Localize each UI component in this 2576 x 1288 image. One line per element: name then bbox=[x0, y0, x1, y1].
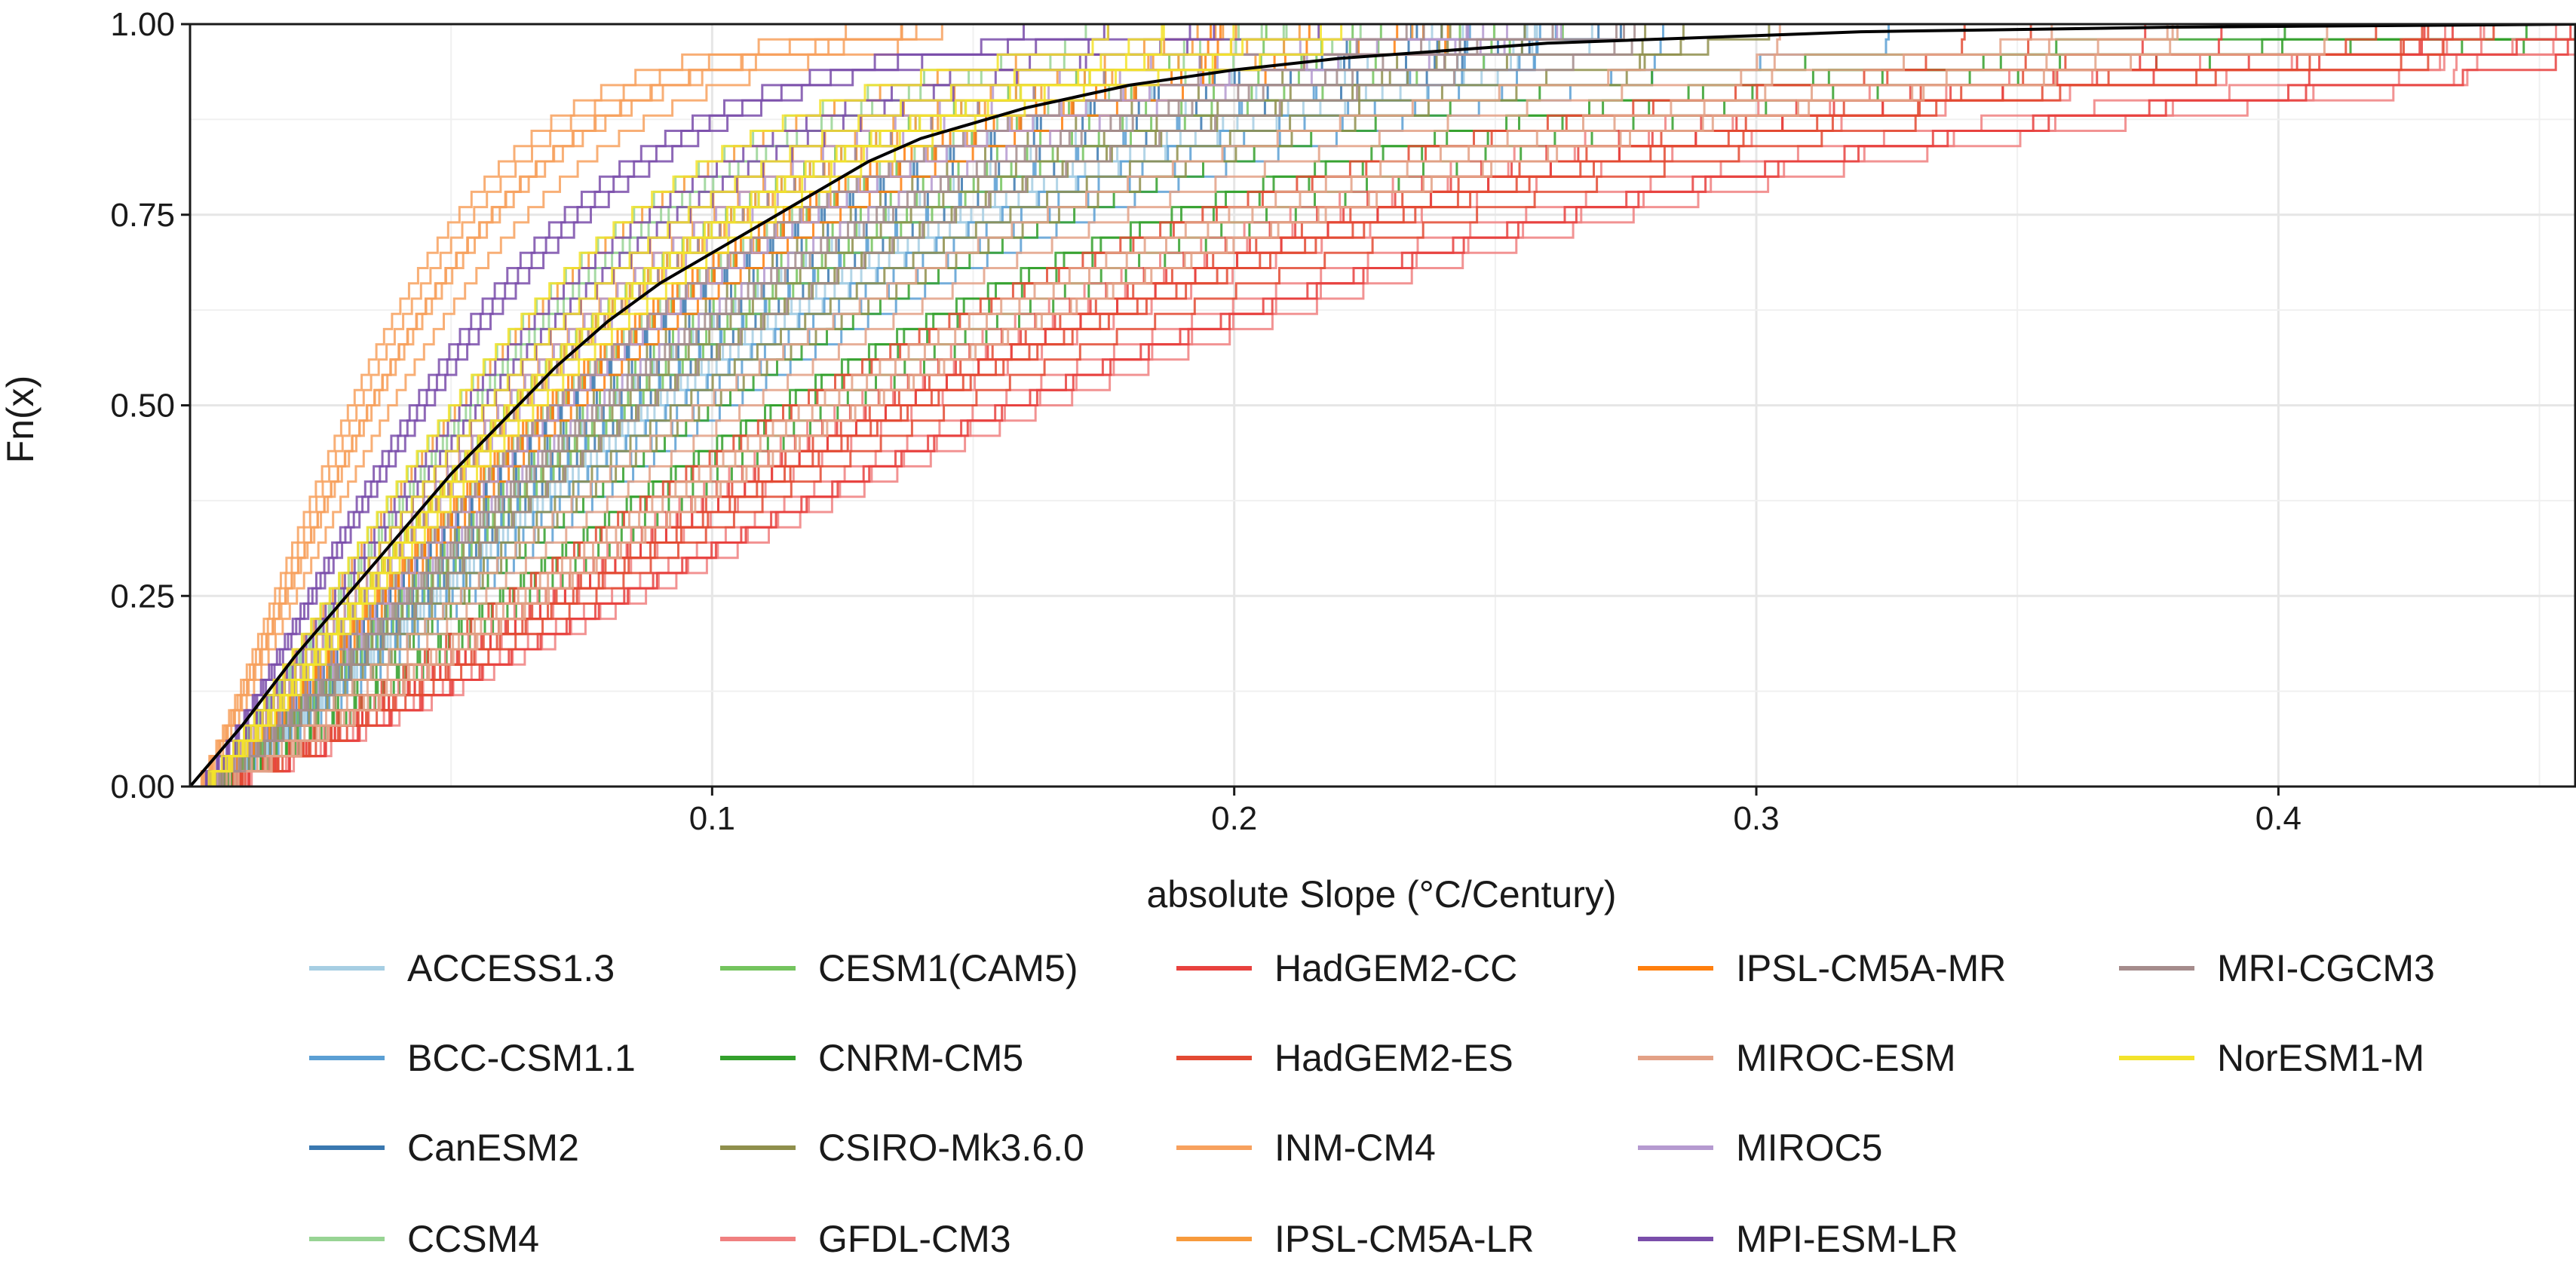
legend-item: CanESM2 bbox=[309, 1127, 579, 1169]
ecdf-curves bbox=[190, 24, 2576, 787]
x-tick-label: 0.3 bbox=[1733, 800, 1779, 837]
y-tick-label: 0.50 bbox=[110, 388, 175, 425]
series-noresm1-m bbox=[190, 24, 2576, 787]
y-tick-label: 0.00 bbox=[110, 768, 175, 805]
legend-label: MPI-ESM-LR bbox=[1736, 1218, 1958, 1260]
legend-item: CSIRO-Mk3.6.0 bbox=[720, 1127, 1084, 1169]
y-tick-label: 0.25 bbox=[110, 578, 175, 615]
legend-label: MRI-CGCM3 bbox=[2217, 947, 2435, 989]
x-tick-label: 0.4 bbox=[2256, 800, 2302, 837]
y-axis-title: Fn(x) bbox=[0, 376, 41, 464]
ecdf-line bbox=[190, 24, 2576, 787]
ecdf-line bbox=[190, 24, 2576, 787]
legend-label: ACCESS1.3 bbox=[407, 947, 615, 989]
ecdf-line bbox=[190, 24, 2576, 787]
legend-label: IPSL-CM5A-LR bbox=[1274, 1218, 1535, 1260]
legend-label: HadGEM2-ES bbox=[1274, 1037, 1513, 1079]
legend-item: BCC-CSM1.1 bbox=[309, 1037, 636, 1079]
legend-item: MRI-CGCM3 bbox=[2119, 947, 2435, 989]
legend-label: CanESM2 bbox=[407, 1127, 579, 1169]
legend: ACCESS1.3 BCC-CSM1.1 CanESM2 CCSM4 CESM1(CAM… bbox=[309, 947, 2435, 1260]
legend-item: MPI-ESM-LR bbox=[1638, 1218, 1958, 1260]
legend-item: INM-CM4 bbox=[1176, 1127, 1436, 1169]
overall-ecdf-line bbox=[190, 24, 2576, 787]
ecdf-line bbox=[190, 24, 2576, 787]
legend-item: CESM1(CAM5) bbox=[720, 947, 1078, 989]
legend-label: NorESM1-M bbox=[2217, 1037, 2424, 1079]
legend-label: MIROC-ESM bbox=[1736, 1037, 1956, 1079]
legend-label: MIROC5 bbox=[1736, 1127, 1882, 1169]
ecdf-line bbox=[190, 24, 2576, 787]
legend-label: CNRM-CM5 bbox=[818, 1037, 1023, 1079]
series-miroc-esm bbox=[190, 24, 2576, 787]
legend-item: MIROC-ESM bbox=[1638, 1037, 1956, 1079]
ecdf-line bbox=[190, 24, 2576, 787]
legend-item: CNRM-CM5 bbox=[720, 1037, 1023, 1079]
ecdf-line bbox=[190, 24, 2576, 787]
x-axis-title: absolute Slope (°C/Century) bbox=[1146, 873, 1616, 915]
legend-item: IPSL-CM5A-MR bbox=[1638, 947, 2006, 989]
legend-item: CCSM4 bbox=[309, 1218, 539, 1260]
legend-label: CSIRO-Mk3.6.0 bbox=[818, 1127, 1084, 1169]
y-tick-label: 1.00 bbox=[110, 6, 175, 43]
legend-item: GFDL-CM3 bbox=[720, 1218, 1011, 1260]
legend-label: IPSL-CM5A-MR bbox=[1736, 947, 2006, 989]
legend-item: MIROC5 bbox=[1638, 1127, 1882, 1169]
legend-label: CCSM4 bbox=[407, 1218, 539, 1260]
legend-label: GFDL-CM3 bbox=[818, 1218, 1011, 1260]
legend-label: HadGEM2-CC bbox=[1274, 947, 1517, 989]
legend-label: INM-CM4 bbox=[1274, 1127, 1436, 1169]
series-inm-cm4 bbox=[190, 24, 2576, 787]
legend-item: HadGEM2-CC bbox=[1176, 947, 1517, 989]
legend-item: ACCESS1.3 bbox=[309, 947, 615, 989]
legend-item: NorESM1-M bbox=[2119, 1037, 2424, 1079]
legend-label: BCC-CSM1.1 bbox=[407, 1037, 636, 1079]
ecdf-line bbox=[190, 24, 2576, 787]
y-tick-label: 0.75 bbox=[110, 197, 175, 234]
legend-item: HadGEM2-ES bbox=[1176, 1037, 1513, 1079]
x-axis-ticks: 0.1 0.2 0.3 0.4 bbox=[689, 787, 2302, 837]
legend-item: IPSL-CM5A-LR bbox=[1176, 1218, 1535, 1260]
plot-area bbox=[190, 24, 2576, 787]
ecdf-line bbox=[190, 24, 2576, 787]
x-tick-label: 0.1 bbox=[689, 800, 735, 837]
ecdf-line bbox=[190, 24, 2576, 787]
y-axis-ticks: 0.00 0.25 0.50 0.75 1.00 bbox=[110, 6, 190, 805]
ecdf-line bbox=[190, 24, 2576, 787]
ecdf-line bbox=[190, 24, 2576, 787]
legend-label: CESM1(CAM5) bbox=[818, 947, 1078, 989]
ecdf-line bbox=[190, 24, 2576, 787]
ecdf-line bbox=[190, 24, 2576, 787]
x-tick-label: 0.2 bbox=[1211, 800, 1257, 837]
grid-lines bbox=[190, 24, 2576, 787]
